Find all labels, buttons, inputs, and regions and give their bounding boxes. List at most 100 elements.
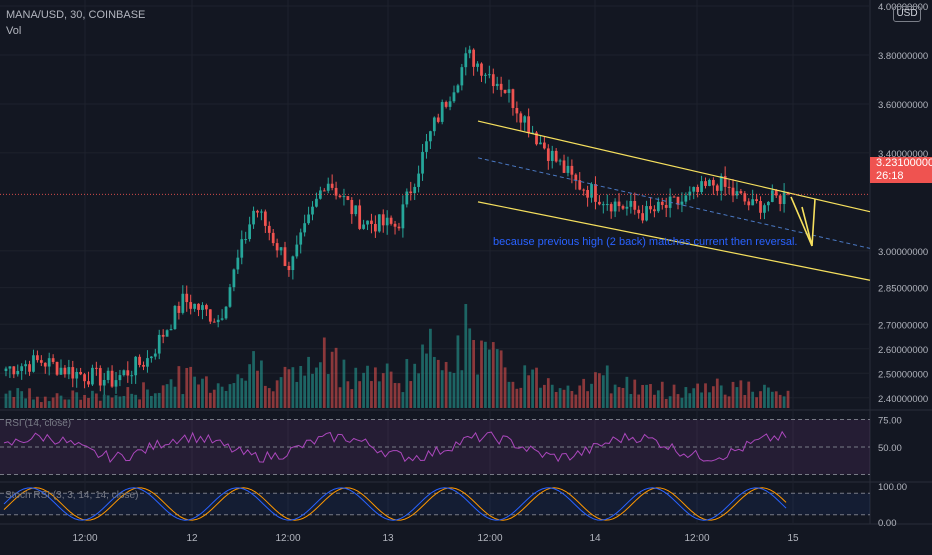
- candle-body: [432, 117, 436, 132]
- candle-body: [71, 367, 75, 379]
- candle-body: [542, 142, 546, 149]
- volume-bar: [122, 396, 126, 408]
- volume-bar: [271, 391, 275, 408]
- volume-bar: [649, 384, 652, 408]
- symbol-title: MANA/USD, 30, COINBASE: [6, 9, 146, 21]
- candle-body: [440, 102, 444, 122]
- candle-body: [598, 201, 601, 205]
- volume-bar: [94, 393, 98, 408]
- candle-body: [484, 74, 487, 76]
- volume-bar: [480, 340, 483, 408]
- volume-bar: [318, 362, 322, 408]
- candle-body: [590, 184, 593, 198]
- candle-body: [260, 211, 263, 213]
- volume-bar: [499, 350, 503, 408]
- volume-bar: [629, 394, 633, 408]
- candle-body: [354, 205, 358, 215]
- projection-arrowhead: [801, 198, 816, 247]
- volume-bar: [205, 376, 208, 408]
- candle-body: [743, 193, 747, 202]
- candle-body: [8, 366, 12, 369]
- volume-bar: [747, 381, 751, 408]
- stoch-tick-label: 100.00: [878, 482, 907, 493]
- volume-bar: [484, 341, 487, 408]
- candle-body: [43, 362, 47, 367]
- candle-body: [303, 223, 307, 233]
- volume-bar: [436, 359, 440, 408]
- volume-bar: [539, 387, 542, 408]
- channel-lower-line: [477, 201, 871, 281]
- volume-bar: [91, 390, 94, 408]
- candle-body: [759, 201, 762, 213]
- candle-body: [4, 368, 8, 372]
- candle-body: [507, 89, 511, 93]
- currency-badge[interactable]: USD: [893, 6, 921, 22]
- volume-bar: [531, 369, 534, 408]
- candle-body: [582, 189, 586, 191]
- volume-bar: [47, 401, 51, 408]
- candle-body: [429, 131, 432, 142]
- volume-bar: [240, 378, 244, 408]
- volume-bar: [322, 337, 326, 408]
- volume-bar: [621, 387, 625, 408]
- volume-bar: [236, 374, 240, 408]
- volume-bar: [468, 328, 472, 408]
- volume-bar: [696, 383, 700, 408]
- candle-body: [118, 375, 122, 381]
- candle-body: [208, 309, 212, 322]
- candle-body: [307, 214, 310, 224]
- candle-body: [334, 187, 338, 196]
- candle-body: [468, 49, 472, 54]
- candle-body: [358, 205, 362, 229]
- volume-bar: [421, 344, 424, 408]
- volume-bar: [767, 387, 770, 408]
- candle-body: [130, 375, 134, 377]
- volume-bar: [256, 370, 259, 408]
- volume-bar: [601, 375, 605, 408]
- volume-bar: [405, 359, 409, 408]
- candle-body: [79, 371, 83, 375]
- candle-body: [67, 367, 71, 375]
- volume-bar: [676, 394, 680, 408]
- volume-bar: [515, 388, 519, 408]
- volume-bar: [582, 378, 586, 408]
- candle-body: [98, 368, 102, 386]
- candle-body: [653, 209, 656, 212]
- volume-bar: [181, 394, 185, 408]
- volume-bar: [177, 366, 181, 408]
- volume-bar: [653, 394, 656, 408]
- volume-bar: [32, 399, 35, 408]
- volume-bar: [79, 399, 83, 408]
- candle-body: [287, 265, 291, 271]
- volume-bar: [507, 381, 511, 408]
- volume-bar: [283, 366, 287, 408]
- volume-bar: [146, 389, 149, 408]
- candle-body: [346, 196, 350, 200]
- candle-body: [708, 179, 711, 186]
- volume-bar: [138, 399, 141, 408]
- candle-body: [487, 74, 491, 76]
- volume-bar: [20, 391, 24, 408]
- volume-bar: [688, 393, 692, 408]
- candle-body: [531, 132, 534, 134]
- candle-body: [248, 224, 252, 240]
- candle-body: [181, 293, 185, 313]
- volume-bar: [374, 367, 377, 408]
- volume-bar: [566, 385, 570, 408]
- candle-body: [751, 199, 755, 206]
- candle-body: [621, 206, 625, 209]
- candle-body: [778, 195, 782, 205]
- candle-body: [704, 181, 707, 186]
- volume-bar: [51, 397, 55, 408]
- candle-body: [374, 223, 377, 232]
- candle-body: [480, 63, 483, 76]
- x-tick-label: 12:00: [477, 533, 502, 544]
- volume-bar: [106, 395, 110, 408]
- volume-bar: [43, 396, 47, 408]
- candle-body: [452, 92, 456, 102]
- y-tick-label: 2.60000000: [878, 345, 928, 356]
- volume-bar: [315, 367, 318, 408]
- channel-upper-line: [477, 120, 871, 213]
